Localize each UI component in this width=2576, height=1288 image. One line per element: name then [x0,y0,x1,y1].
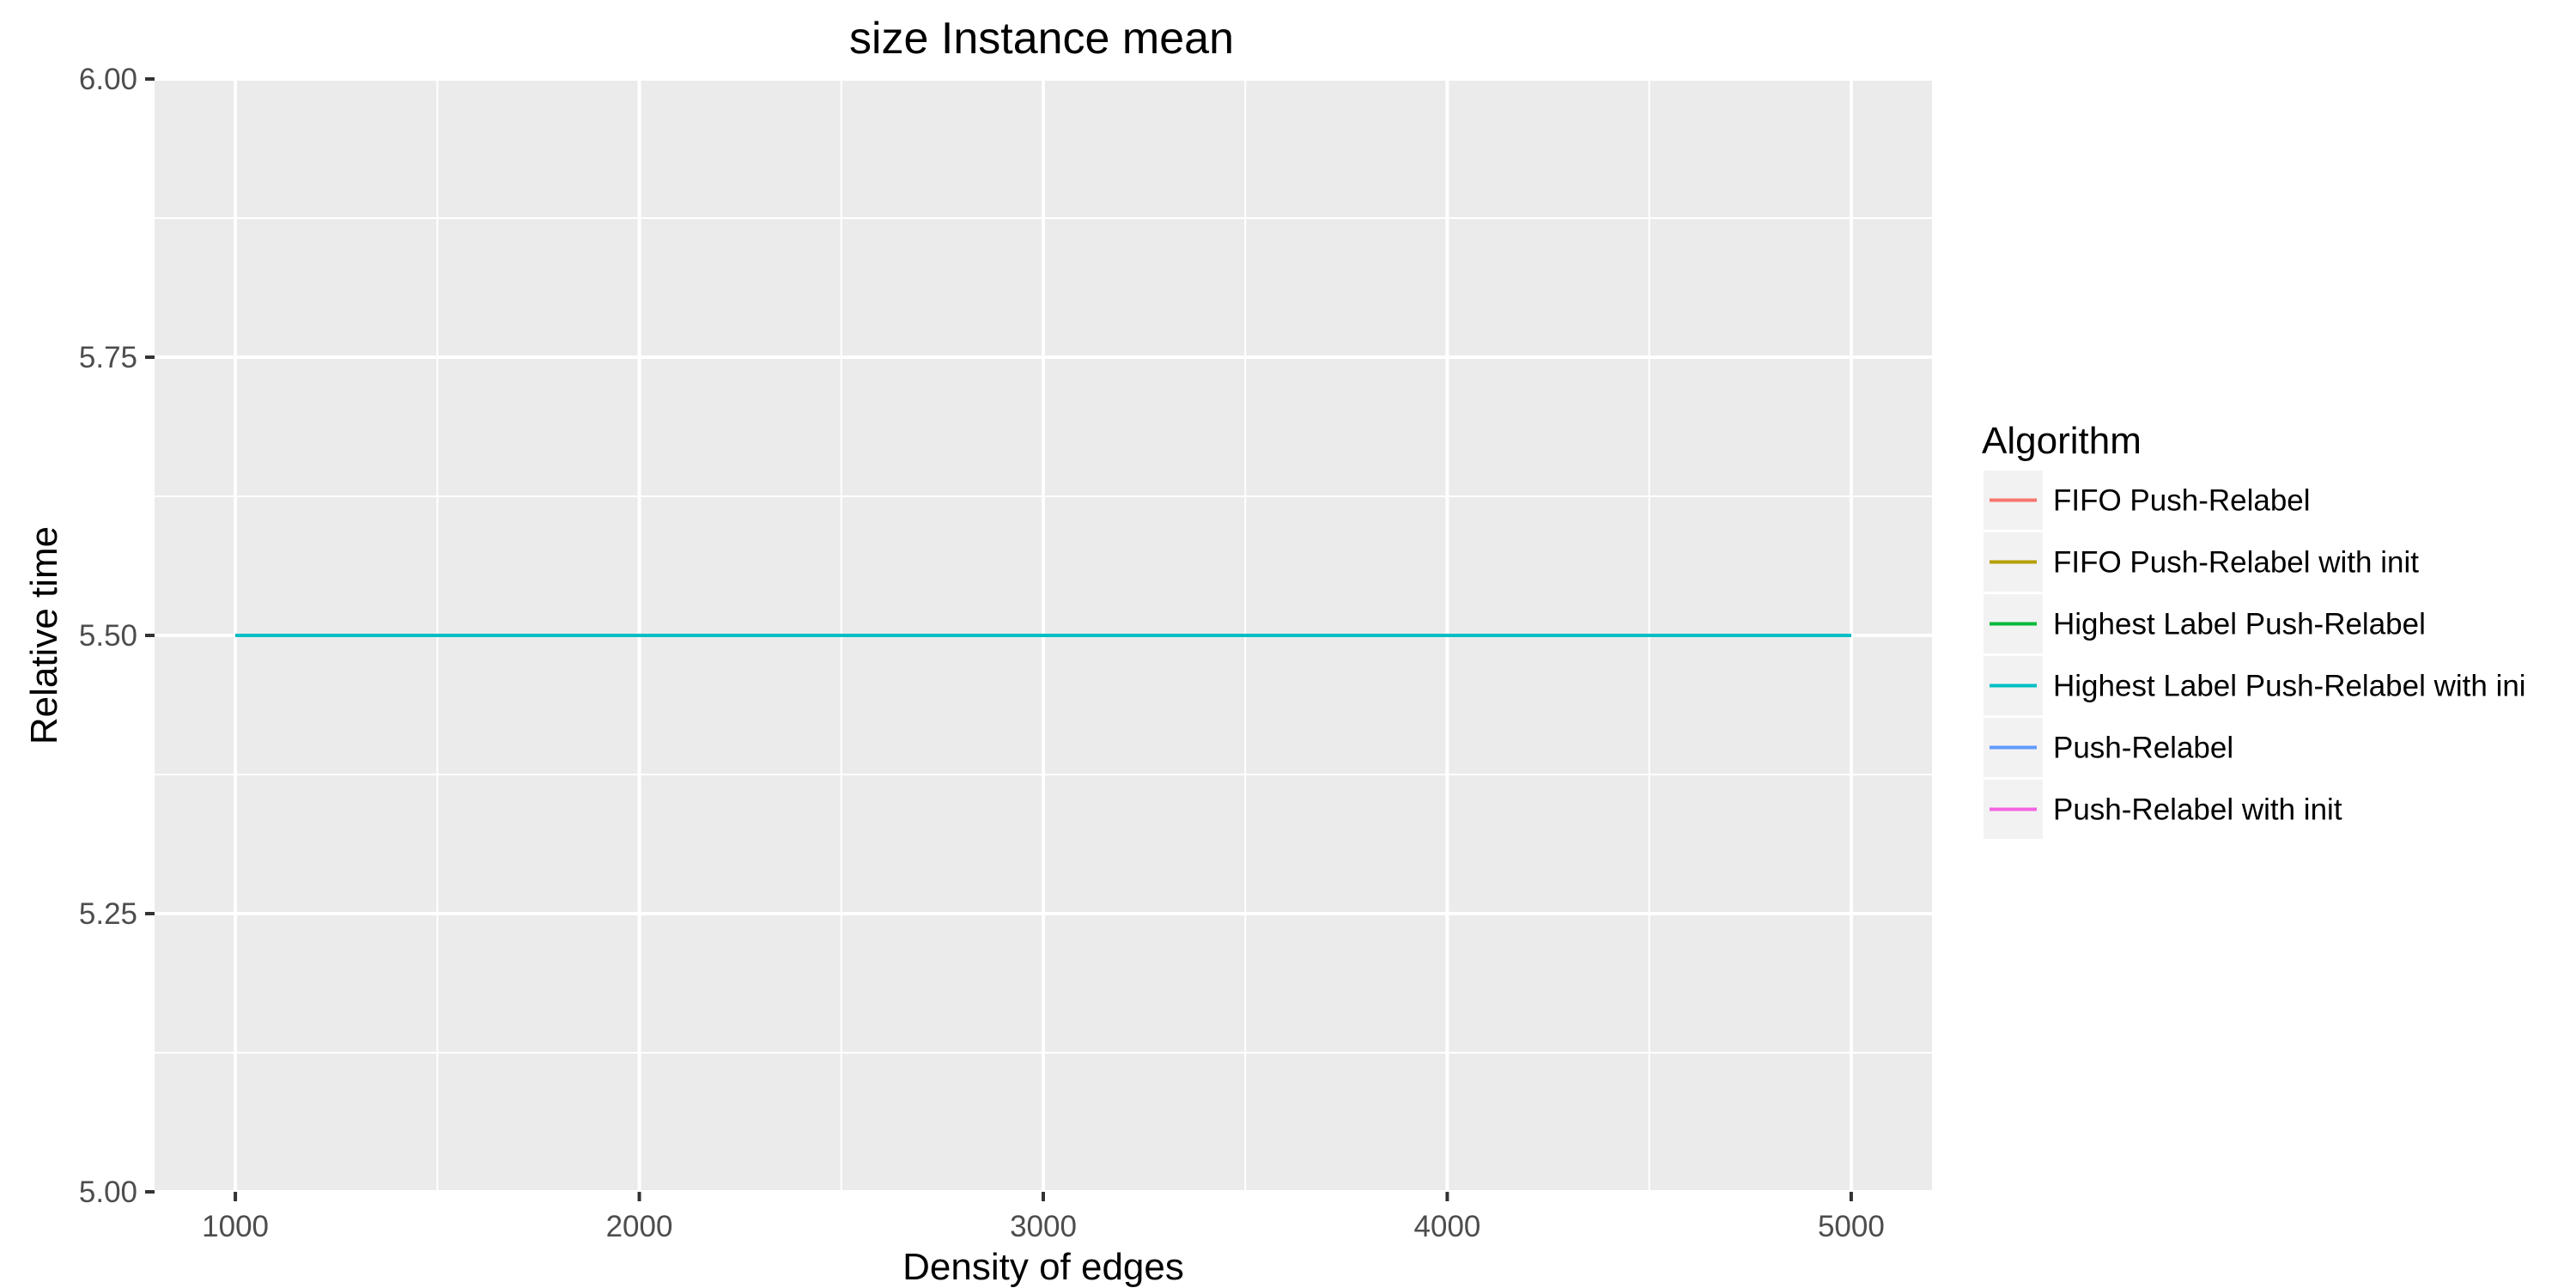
y-tick-label: 6.00 [79,63,137,96]
y-tick-label: 5.00 [79,1176,137,1209]
legend-label: Highest Label Push-Relabel [2053,608,2426,641]
y-tick-label: 5.25 [79,897,137,931]
legend-label: FIFO Push-Relabel [2053,484,2311,518]
legend-label: Push-Relabel [2053,732,2233,765]
x-tick-label: 5000 [1818,1210,1885,1243]
legend-items: FIFO Push-Relabel FIFO Push-Relabel with … [1984,471,2526,839]
x-tick-label: 3000 [1010,1210,1077,1243]
y-axis: 5.00 5.25 5.50 5.75 6.00 [79,63,155,1209]
y-tick-label: 5.75 [79,341,137,374]
x-axis-title: Density of edges [902,1246,1184,1288]
x-tick-label: 2000 [606,1210,673,1243]
x-tick-label: 4000 [1414,1210,1481,1243]
chart-title: size Instance mean [849,14,1234,64]
y-axis-title: Relative time [23,526,65,744]
y-tick-label: 5.50 [79,619,137,653]
x-axis: 1000 2000 3000 4000 5000 [202,1192,1885,1243]
legend-label: Highest Label Push-Relabel with ini [2053,670,2526,703]
legend-title: Algorithm [1982,420,2142,462]
legend-label: FIFO Push-Relabel with init [2053,546,2419,580]
legend-label: Push-Relabel with init [2053,793,2342,827]
x-tick-label: 1000 [202,1210,269,1243]
